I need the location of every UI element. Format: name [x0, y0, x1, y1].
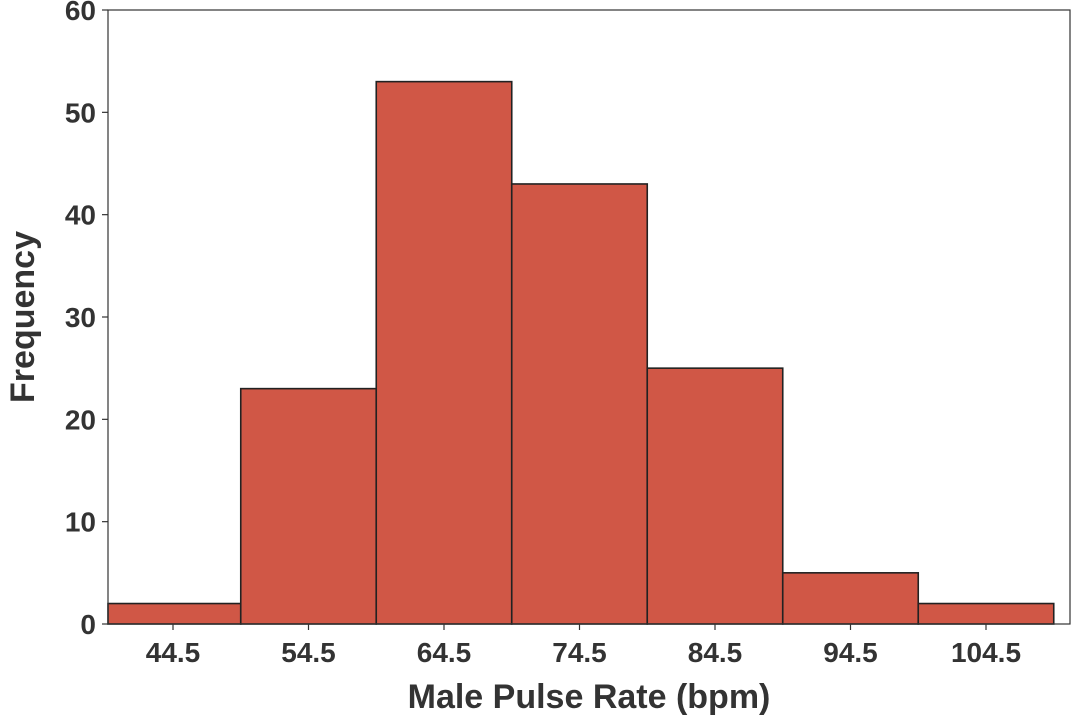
histogram-bar	[646, 367, 784, 625]
y-axis-ticks: 0 10 20 30 40 50 60	[65, 0, 108, 640]
bars-group	[107, 80, 1055, 625]
y-tick-label: 0	[80, 609, 96, 640]
x-tick-label: 74.5	[552, 637, 607, 668]
y-tick-label: 20	[65, 404, 96, 435]
x-axis-ticks: 44.5 54.5 64.5 74.5 84.5 94.5 104.5	[146, 624, 1021, 668]
histogram-bar	[510, 183, 649, 625]
histogram-bar	[917, 602, 1055, 625]
y-axis-title: Frequency	[4, 231, 42, 403]
x-tick-label: 84.5	[688, 637, 743, 668]
histogram-bar	[781, 572, 920, 625]
y-tick-label: 30	[65, 302, 96, 333]
x-tick-label: 54.5	[281, 637, 336, 668]
histogram-bar	[239, 387, 378, 625]
y-tick-label: 40	[65, 200, 96, 231]
x-tick-label: 104.5	[951, 637, 1021, 668]
y-tick-label: 10	[65, 507, 96, 538]
x-tick-label: 44.5	[146, 637, 201, 668]
y-tick-label: 50	[65, 97, 96, 128]
histogram-bar	[107, 602, 242, 625]
x-tick-label: 64.5	[417, 637, 472, 668]
x-axis-title: Male Pulse Rate (bpm)	[408, 678, 771, 716]
histogram-bar	[375, 80, 513, 625]
x-tick-label: 94.5	[823, 637, 878, 668]
y-tick-label: 60	[65, 0, 96, 26]
